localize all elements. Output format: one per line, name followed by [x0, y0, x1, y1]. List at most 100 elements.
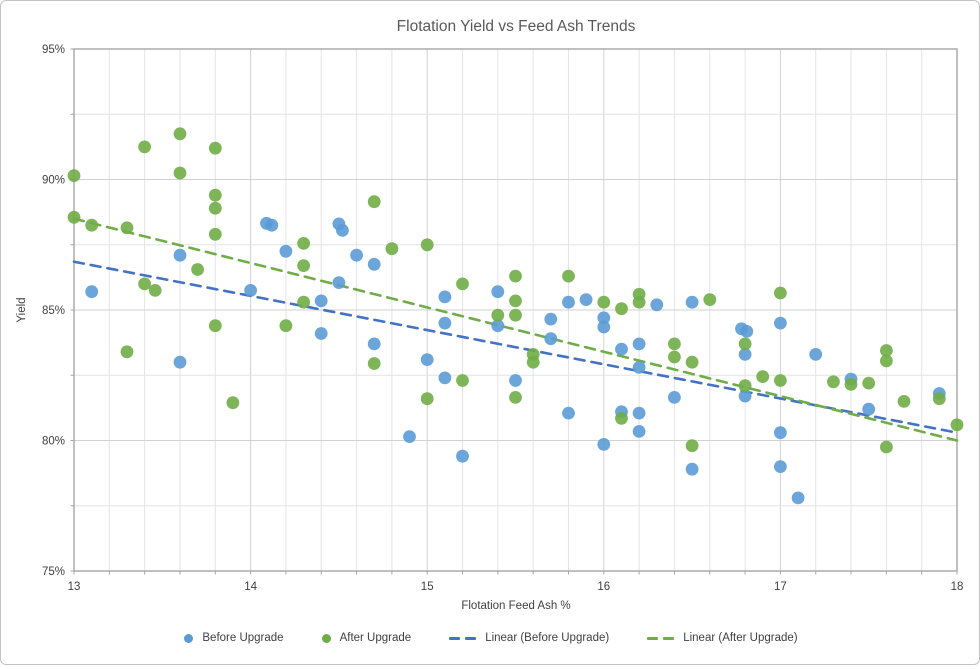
scatter-point-before-upgrade[interactable]: [491, 285, 505, 299]
scatter-point-before-upgrade[interactable]: [367, 337, 381, 351]
scatter-point-after-upgrade[interactable]: [844, 378, 858, 391]
scatter-point-after-upgrade[interactable]: [173, 127, 187, 141]
scatter-point-after-upgrade[interactable]: [615, 302, 628, 316]
scatter-point-after-upgrade[interactable]: [208, 201, 222, 215]
scatter-point-before-upgrade[interactable]: [562, 295, 575, 309]
scatter-point-before-upgrade[interactable]: [862, 402, 876, 416]
scatter-point-before-upgrade[interactable]: [597, 311, 611, 325]
scatter-point-after-upgrade[interactable]: [632, 295, 646, 309]
scatter-point-after-upgrade[interactable]: [668, 350, 681, 364]
scatter-point-before-upgrade[interactable]: [85, 285, 99, 299]
scatter-point-before-upgrade[interactable]: [456, 449, 469, 463]
scatter-point-after-upgrade[interactable]: [880, 344, 893, 357]
scatter-point-before-upgrade[interactable]: [438, 290, 452, 304]
scatter-point-after-upgrade[interactable]: [950, 418, 964, 432]
scatter-point-after-upgrade[interactable]: [297, 295, 310, 309]
scatter-point-after-upgrade[interactable]: [456, 374, 469, 387]
scatter-point-after-upgrade[interactable]: [279, 319, 293, 333]
scatter-point-after-upgrade[interactable]: [120, 221, 134, 235]
trendline-linear-after-upgrade-[interactable]: [72, 217, 959, 442]
scatter-point-before-upgrade[interactable]: [615, 342, 628, 356]
scatter-point-after-upgrade[interactable]: [756, 370, 770, 383]
scatter-point-before-upgrade[interactable]: [265, 218, 279, 232]
scatter-point-after-upgrade[interactable]: [420, 238, 434, 252]
scatter-point-before-upgrade[interactable]: [491, 319, 505, 333]
scatter-point-after-upgrade[interactable]: [297, 237, 310, 250]
scatter-point-after-upgrade[interactable]: [297, 259, 310, 272]
scatter-point-before-upgrade[interactable]: [562, 406, 575, 420]
scatter-point-after-upgrade[interactable]: [738, 379, 752, 393]
scatter-point-after-upgrade[interactable]: [509, 269, 522, 283]
scatter-point-after-upgrade[interactable]: [456, 277, 469, 291]
scatter-point-after-upgrade[interactable]: [774, 286, 787, 300]
scatter-point-after-upgrade[interactable]: [226, 396, 240, 410]
legend-item-before-upgrade[interactable]: Before Upgrade: [184, 632, 284, 644]
scatter-point-after-upgrade[interactable]: [420, 392, 434, 406]
scatter-point-before-upgrade[interactable]: [420, 353, 434, 366]
scatter-point-after-upgrade[interactable]: [208, 319, 222, 333]
scatter-point-before-upgrade[interactable]: [438, 371, 452, 385]
scatter-point-after-upgrade[interactable]: [85, 218, 99, 232]
scatter-point-after-upgrade[interactable]: [138, 277, 152, 291]
scatter-point-before-upgrade[interactable]: [314, 294, 328, 308]
scatter-point-before-upgrade[interactable]: [173, 355, 187, 369]
scatter-point-after-upgrade[interactable]: [703, 293, 717, 306]
scatter-point-before-upgrade[interactable]: [685, 462, 699, 476]
scatter-point-before-upgrade[interactable]: [632, 337, 646, 351]
scatter-point-after-upgrade[interactable]: [738, 337, 752, 351]
scatter-point-after-upgrade[interactable]: [148, 284, 162, 297]
scatter-point-before-upgrade[interactable]: [438, 316, 452, 330]
scatter-point-after-upgrade[interactable]: [509, 308, 522, 322]
scatter-point-before-upgrade[interactable]: [350, 248, 363, 262]
scatter-point-after-upgrade[interactable]: [67, 169, 81, 183]
scatter-point-after-upgrade[interactable]: [208, 141, 222, 155]
legend-item-after-upgrade[interactable]: After Upgrade: [321, 632, 411, 644]
scatter-point-before-upgrade[interactable]: [314, 327, 328, 340]
scatter-point-after-upgrade[interactable]: [191, 263, 205, 276]
scatter-point-after-upgrade[interactable]: [509, 294, 522, 308]
scatter-point-after-upgrade[interactable]: [208, 227, 222, 241]
scatter-point-after-upgrade[interactable]: [668, 337, 681, 351]
scatter-point-before-upgrade[interactable]: [403, 430, 416, 443]
scatter-point-before-upgrade[interactable]: [509, 374, 522, 387]
scatter-point-before-upgrade[interactable]: [632, 425, 646, 438]
scatter-point-after-upgrade[interactable]: [208, 188, 222, 202]
legend-item-linear-after-upgrade-[interactable]: Linear (After Upgrade): [647, 632, 798, 644]
scatter-point-before-upgrade[interactable]: [632, 361, 646, 374]
scatter-point-before-upgrade[interactable]: [544, 312, 558, 326]
scatter-point-before-upgrade[interactable]: [367, 257, 381, 271]
scatter-point-after-upgrade[interactable]: [138, 140, 152, 154]
scatter-point-after-upgrade[interactable]: [367, 357, 381, 370]
scatter-point-before-upgrade[interactable]: [579, 293, 593, 306]
scatter-point-after-upgrade[interactable]: [774, 374, 787, 387]
scatter-point-before-upgrade[interactable]: [774, 426, 787, 440]
scatter-point-after-upgrade[interactable]: [685, 439, 699, 453]
scatter-point-before-upgrade[interactable]: [685, 295, 699, 309]
scatter-point-after-upgrade[interactable]: [880, 440, 893, 454]
scatter-point-after-upgrade[interactable]: [491, 308, 505, 322]
scatter-point-before-upgrade[interactable]: [668, 391, 681, 404]
scatter-point-before-upgrade[interactable]: [809, 348, 823, 361]
scatter-point-after-upgrade[interactable]: [67, 210, 81, 224]
scatter-point-before-upgrade[interactable]: [336, 224, 349, 237]
scatter-point-before-upgrade[interactable]: [173, 248, 187, 262]
scatter-point-before-upgrade[interactable]: [650, 298, 664, 312]
scatter-point-after-upgrade[interactable]: [509, 391, 522, 404]
scatter-point-after-upgrade[interactable]: [615, 411, 628, 425]
scatter-point-after-upgrade[interactable]: [597, 295, 611, 309]
scatter-point-before-upgrade[interactable]: [774, 460, 787, 473]
scatter-point-after-upgrade[interactable]: [827, 375, 840, 389]
scatter-point-after-upgrade[interactable]: [173, 166, 187, 180]
scatter-point-before-upgrade[interactable]: [244, 284, 257, 297]
scatter-point-before-upgrade[interactable]: [774, 316, 787, 330]
scatter-point-before-upgrade[interactable]: [791, 491, 805, 505]
scatter-point-before-upgrade[interactable]: [738, 389, 752, 403]
scatter-point-after-upgrade[interactable]: [862, 376, 876, 390]
scatter-point-before-upgrade[interactable]: [279, 244, 293, 258]
scatter-point-after-upgrade[interactable]: [880, 354, 893, 368]
scatter-point-after-upgrade[interactable]: [526, 355, 540, 369]
scatter-point-before-upgrade[interactable]: [738, 348, 752, 361]
scatter-point-before-upgrade[interactable]: [632, 406, 646, 420]
scatter-point-after-upgrade[interactable]: [685, 355, 699, 369]
scatter-point-after-upgrade[interactable]: [385, 242, 399, 256]
